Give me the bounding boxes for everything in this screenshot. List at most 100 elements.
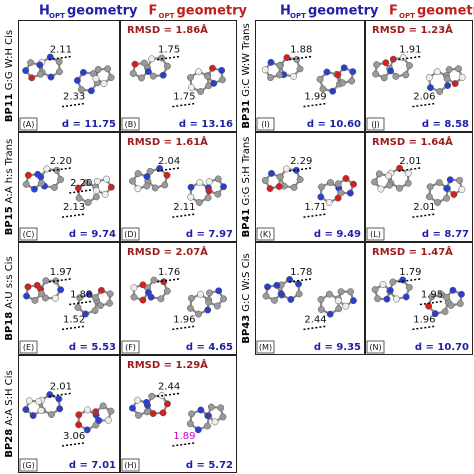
panel: 1.97 1.52 1.88 (E) d = 5.53 (18, 242, 120, 355)
atom (402, 293, 410, 301)
panel-tag: (D) (124, 230, 136, 239)
atom (42, 277, 50, 285)
row-detail: A:A h:s Trans (4, 139, 15, 204)
atom (374, 295, 381, 303)
panel-border (255, 242, 365, 355)
atom (204, 306, 212, 314)
panel-border (120, 355, 237, 473)
distance-label: 2.04 (158, 156, 180, 167)
atom (139, 281, 147, 289)
atom (186, 420, 194, 428)
atom (148, 55, 156, 63)
atom (51, 294, 59, 302)
atom (426, 84, 434, 92)
header-sub: OPT (290, 12, 306, 20)
atom (57, 176, 64, 184)
rmsd-label: RMSD = 1.29Å (127, 358, 208, 371)
atom (349, 297, 357, 305)
distance-label: 2.20 (50, 156, 72, 167)
atom (129, 404, 136, 412)
tag-box (19, 458, 38, 472)
atom (428, 293, 436, 301)
distance-label: 1.95 (421, 290, 443, 301)
atom (55, 395, 63, 403)
atom (94, 66, 102, 73)
atom (392, 295, 400, 303)
atom (143, 173, 151, 181)
atom (97, 286, 105, 294)
atom (196, 179, 204, 186)
atom (101, 190, 109, 198)
atom (445, 66, 453, 74)
panel-border (18, 132, 120, 242)
atom (75, 421, 83, 429)
atom (340, 64, 348, 72)
panel: 2.01 2.01 RMSD = 1.64Å (L) d = 8.77 (365, 132, 473, 242)
distance-label: 1.88 (290, 45, 312, 56)
atom (55, 58, 63, 66)
atom (48, 411, 55, 418)
d-label: d = 7.01 (69, 460, 116, 471)
atom (143, 408, 151, 416)
atom (83, 179, 91, 186)
atom (334, 71, 342, 79)
distance-label: 2.01 (413, 202, 435, 213)
atom (276, 173, 284, 181)
header-rest: geometry (417, 4, 474, 19)
atom (36, 61, 44, 69)
atom (264, 283, 271, 291)
distance-label: 2.06 (413, 92, 435, 103)
atom (220, 295, 227, 303)
panel-tag: (A) (23, 120, 35, 129)
distance-label: 1.97 (50, 267, 72, 278)
panel-border (120, 20, 237, 132)
atom (342, 175, 350, 182)
row-label: BP15 A:A h:s Trans (4, 139, 15, 235)
atom (22, 406, 30, 413)
atom (325, 290, 333, 298)
atom (389, 278, 397, 286)
atom (33, 281, 41, 289)
atom (456, 300, 464, 308)
atom (22, 180, 30, 188)
atom (129, 69, 137, 77)
distance-label: 2.20 (70, 178, 92, 189)
row-id: BP43 (241, 315, 252, 344)
atom (386, 286, 394, 294)
panel: 2.04 2.11 RMSD = 1.61Å (D) d = 7.97 (120, 132, 237, 242)
atom (74, 304, 82, 311)
panel-border (18, 355, 120, 473)
tag-box (121, 458, 140, 472)
panel: 1.79 1.96 1.95 RMSD = 1.47Å (N) d = 10.70 (365, 242, 473, 355)
atom (195, 68, 202, 76)
panel-border (18, 242, 120, 355)
rmsd-label: RMSD = 1.61Å (127, 135, 208, 148)
row-id: BP18 (4, 312, 15, 341)
header-main: H (280, 4, 291, 19)
panel: 2.44 1.89 RMSD = 1.29Å (H) d = 5.72 (120, 355, 237, 473)
panel: 2.29 1.71 (K) d = 9.49 (255, 132, 365, 242)
atom (56, 405, 64, 413)
atom (292, 166, 300, 174)
panel: 1.91 2.06 RMSD = 1.23Å (J) d = 8.58 (365, 20, 473, 132)
atom (87, 87, 95, 95)
atom (220, 183, 228, 191)
atom (262, 292, 270, 300)
atom (443, 194, 451, 202)
atom (275, 183, 283, 190)
d-label: d = 7.97 (186, 229, 233, 240)
atom (158, 54, 166, 62)
atom (73, 76, 81, 84)
header-main: F (149, 4, 158, 19)
panel-border (255, 132, 365, 242)
tag-box (256, 340, 275, 354)
atom (283, 54, 291, 62)
atom (348, 77, 356, 85)
atom (449, 286, 457, 294)
atom (107, 407, 115, 415)
atom (219, 413, 227, 421)
header-sub: OPT (399, 12, 415, 20)
atom (188, 410, 196, 418)
atom (106, 299, 113, 307)
